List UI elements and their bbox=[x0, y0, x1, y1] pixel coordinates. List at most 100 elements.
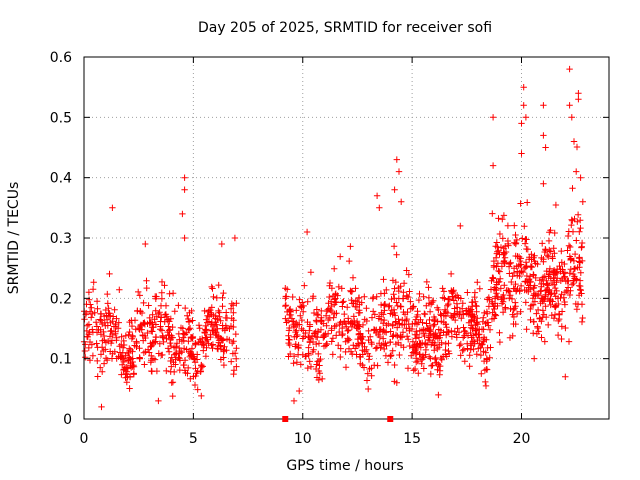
data-point bbox=[111, 348, 118, 355]
data-point bbox=[326, 293, 333, 301]
data-point bbox=[546, 229, 553, 236]
data-point bbox=[223, 309, 230, 316]
data-point bbox=[442, 321, 449, 328]
data-point bbox=[454, 325, 461, 332]
data-point bbox=[479, 341, 486, 348]
data-point bbox=[313, 340, 320, 348]
data-point bbox=[426, 308, 434, 315]
data-point bbox=[392, 278, 399, 286]
data-point bbox=[389, 277, 397, 284]
data-point bbox=[373, 192, 381, 199]
data-point bbox=[387, 353, 394, 360]
data-point bbox=[171, 368, 178, 376]
data-point bbox=[310, 346, 317, 353]
data-point bbox=[400, 344, 407, 351]
data-point bbox=[436, 371, 443, 378]
data-point bbox=[140, 299, 147, 307]
data-point bbox=[306, 358, 313, 365]
data-point bbox=[426, 328, 434, 335]
data-point bbox=[122, 370, 129, 377]
data-point bbox=[136, 292, 143, 299]
data-point bbox=[215, 333, 222, 340]
data-point bbox=[461, 358, 468, 365]
data-point bbox=[348, 300, 356, 307]
data-point bbox=[230, 309, 237, 316]
data-point bbox=[230, 317, 237, 324]
data-point bbox=[512, 252, 519, 260]
data-point bbox=[97, 351, 105, 358]
data-point bbox=[284, 286, 291, 293]
data-point bbox=[540, 298, 548, 305]
data-point bbox=[380, 320, 387, 327]
data-point bbox=[513, 310, 521, 318]
data-point bbox=[108, 355, 116, 362]
data-point bbox=[375, 315, 383, 322]
data-point bbox=[220, 289, 227, 297]
data-point bbox=[506, 294, 513, 302]
data-point bbox=[155, 350, 162, 357]
data-point bbox=[496, 230, 504, 238]
data-point bbox=[371, 311, 378, 318]
data-point bbox=[548, 312, 555, 319]
data-point bbox=[99, 368, 106, 375]
data-point bbox=[503, 287, 510, 294]
data-point bbox=[304, 298, 311, 305]
data-point bbox=[335, 342, 342, 349]
data-point bbox=[393, 156, 400, 163]
data-point bbox=[155, 397, 162, 405]
data-point bbox=[354, 321, 362, 328]
data-point bbox=[569, 228, 577, 235]
data-point bbox=[531, 252, 538, 259]
data-point bbox=[429, 299, 436, 306]
data-point bbox=[558, 259, 565, 266]
data-point bbox=[290, 318, 297, 325]
data-point bbox=[342, 338, 349, 345]
data-point bbox=[188, 307, 195, 315]
data-point bbox=[141, 361, 148, 368]
data-point bbox=[339, 330, 346, 338]
data-point bbox=[97, 326, 104, 333]
data-point bbox=[416, 290, 423, 298]
data-point bbox=[532, 260, 539, 267]
data-point bbox=[180, 345, 188, 352]
data-point bbox=[140, 337, 147, 344]
data-point bbox=[352, 297, 359, 304]
data-point bbox=[514, 285, 521, 293]
data-point bbox=[130, 362, 137, 369]
data-point bbox=[223, 314, 231, 322]
data-point bbox=[229, 339, 236, 347]
data-point bbox=[345, 326, 352, 334]
data-point bbox=[159, 333, 166, 341]
data-point bbox=[423, 278, 430, 286]
data-point bbox=[419, 352, 427, 359]
data-point bbox=[551, 229, 558, 237]
data-point bbox=[218, 240, 225, 248]
data-point bbox=[555, 300, 562, 308]
data-point bbox=[499, 216, 506, 223]
data-point bbox=[346, 257, 353, 265]
data-point bbox=[420, 365, 427, 372]
data-point bbox=[430, 297, 437, 304]
data-point bbox=[223, 335, 231, 343]
data-point bbox=[387, 310, 394, 317]
data-point bbox=[487, 344, 494, 351]
data-point bbox=[533, 310, 540, 317]
data-point bbox=[185, 348, 193, 355]
data-point bbox=[438, 312, 445, 319]
data-point bbox=[469, 313, 477, 320]
data-point bbox=[116, 286, 123, 293]
data-point bbox=[425, 284, 432, 291]
data-point bbox=[131, 317, 139, 324]
data-point bbox=[203, 344, 210, 351]
data-point bbox=[307, 363, 315, 370]
data-point bbox=[523, 326, 530, 333]
data-point bbox=[307, 335, 315, 342]
data-point bbox=[562, 324, 569, 332]
data-point bbox=[158, 278, 166, 286]
data-point bbox=[579, 314, 586, 322]
data-point bbox=[152, 334, 160, 341]
data-point bbox=[103, 312, 110, 319]
data-point bbox=[299, 335, 306, 342]
data-point bbox=[524, 199, 531, 206]
data-point bbox=[145, 302, 152, 309]
